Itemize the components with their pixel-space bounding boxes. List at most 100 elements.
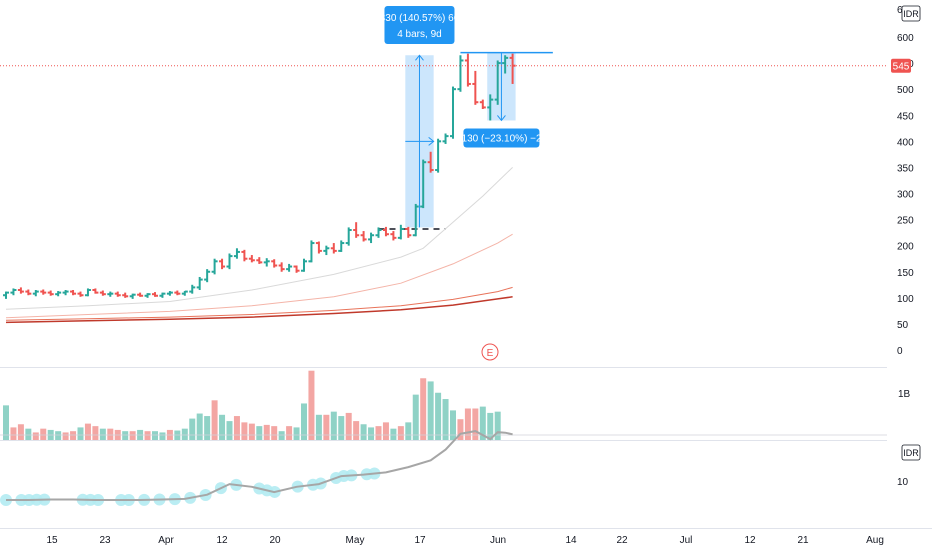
volume-bar bbox=[70, 431, 77, 440]
candle[interactable] bbox=[92, 288, 99, 294]
volume-bar bbox=[233, 416, 240, 440]
candle[interactable] bbox=[472, 70, 479, 105]
candle[interactable] bbox=[248, 255, 255, 263]
volume-bar bbox=[196, 413, 203, 440]
candle[interactable] bbox=[263, 258, 270, 267]
candle[interactable] bbox=[450, 86, 456, 139]
candle[interactable] bbox=[427, 151, 434, 173]
candle[interactable] bbox=[219, 258, 226, 270]
candle[interactable] bbox=[17, 287, 24, 294]
volume-bar bbox=[159, 432, 166, 440]
currency-badge-label: IDR bbox=[903, 9, 919, 19]
candle[interactable] bbox=[233, 248, 240, 259]
candle[interactable] bbox=[129, 293, 136, 299]
candle[interactable] bbox=[375, 227, 382, 238]
candle[interactable] bbox=[397, 224, 404, 240]
candle[interactable] bbox=[226, 253, 233, 270]
volume-bar bbox=[181, 428, 188, 440]
candle[interactable] bbox=[368, 232, 375, 244]
volume-bar bbox=[40, 428, 47, 440]
volume-bar bbox=[457, 419, 464, 440]
time-axis[interactable]: 15 23 Apr 12 20 May 17 Jun 14 22 Jul 12 21 Aug bbox=[46, 535, 883, 546]
candle[interactable] bbox=[181, 290, 188, 296]
candle[interactable] bbox=[271, 259, 278, 268]
candle[interactable] bbox=[122, 292, 129, 298]
candle[interactable] bbox=[286, 263, 293, 272]
candle[interactable] bbox=[405, 226, 412, 238]
candle[interactable] bbox=[360, 231, 367, 242]
candle[interactable] bbox=[166, 291, 173, 296]
candle[interactable] bbox=[204, 269, 211, 283]
candle[interactable] bbox=[107, 291, 114, 297]
indicator-currency-badge-label: IDR bbox=[903, 448, 919, 458]
candle[interactable] bbox=[479, 99, 486, 109]
candle[interactable] bbox=[32, 290, 39, 297]
currency-badge[interactable]: IDR bbox=[901, 5, 921, 22]
candle[interactable] bbox=[457, 55, 464, 92]
volume-bar bbox=[10, 427, 17, 440]
candle[interactable] bbox=[10, 288, 17, 296]
time-axis-tick-label: 22 bbox=[616, 535, 628, 546]
candle[interactable] bbox=[390, 231, 397, 241]
candle[interactable] bbox=[442, 133, 449, 144]
price-candles bbox=[3, 53, 516, 299]
volume-bar bbox=[55, 431, 62, 440]
candle[interactable] bbox=[435, 138, 442, 173]
candle[interactable] bbox=[241, 249, 248, 262]
candle[interactable] bbox=[152, 292, 158, 297]
candle[interactable] bbox=[278, 262, 285, 272]
candle[interactable] bbox=[420, 159, 427, 209]
candle[interactable] bbox=[84, 288, 91, 297]
candle[interactable] bbox=[382, 226, 389, 237]
candle[interactable] bbox=[99, 290, 106, 296]
volume-bar bbox=[92, 426, 99, 440]
candle[interactable] bbox=[509, 53, 516, 84]
candle[interactable] bbox=[174, 290, 181, 296]
candle[interactable] bbox=[211, 258, 218, 275]
candle[interactable] bbox=[330, 243, 337, 254]
candle[interactable] bbox=[353, 222, 360, 238]
candle[interactable] bbox=[62, 290, 69, 296]
candle[interactable] bbox=[137, 292, 144, 297]
candle[interactable] bbox=[487, 94, 494, 121]
candle[interactable] bbox=[77, 291, 84, 297]
candle[interactable] bbox=[25, 289, 32, 296]
volume-bar bbox=[219, 414, 226, 440]
candle[interactable] bbox=[315, 241, 322, 254]
candle[interactable] bbox=[345, 227, 352, 246]
indicator-line bbox=[6, 430, 513, 501]
candle[interactable] bbox=[256, 257, 263, 264]
candle[interactable] bbox=[114, 291, 121, 297]
candle[interactable] bbox=[502, 55, 509, 74]
candle[interactable] bbox=[323, 245, 330, 256]
candle[interactable] bbox=[196, 276, 203, 291]
candle[interactable] bbox=[412, 203, 419, 237]
indicator-currency-badge-box bbox=[901, 444, 921, 461]
candle[interactable] bbox=[338, 240, 345, 252]
candle[interactable] bbox=[301, 258, 307, 272]
earnings-icon[interactable]: E bbox=[481, 343, 499, 361]
candle[interactable] bbox=[189, 284, 196, 294]
volume-bar bbox=[353, 421, 360, 440]
candle[interactable] bbox=[159, 292, 166, 298]
candle[interactable] bbox=[70, 290, 77, 296]
candle[interactable] bbox=[40, 289, 47, 295]
candle[interactable] bbox=[293, 265, 300, 273]
indicator-currency-badge[interactable]: IDR bbox=[901, 444, 921, 461]
volume-bar bbox=[211, 400, 218, 440]
candle[interactable] bbox=[308, 240, 315, 263]
candle[interactable] bbox=[494, 60, 501, 105]
price-axis-tick-label: 300 bbox=[897, 190, 914, 201]
measure-label-bg-1 bbox=[463, 128, 540, 148]
candle[interactable] bbox=[47, 290, 54, 296]
price-axis-tick-label: 350 bbox=[897, 163, 914, 174]
measurement-tools[interactable]: 330 (140.57%) 66 4 bars, 9d −130 (−23.10%)… bbox=[380, 6, 548, 228]
indicator-axis-label: 10 bbox=[897, 477, 909, 488]
candle[interactable] bbox=[3, 291, 9, 299]
candle[interactable] bbox=[144, 293, 151, 298]
candle[interactable] bbox=[55, 291, 62, 297]
candle[interactable] bbox=[464, 53, 471, 87]
measure-arrowhead-0 bbox=[415, 54, 424, 61]
